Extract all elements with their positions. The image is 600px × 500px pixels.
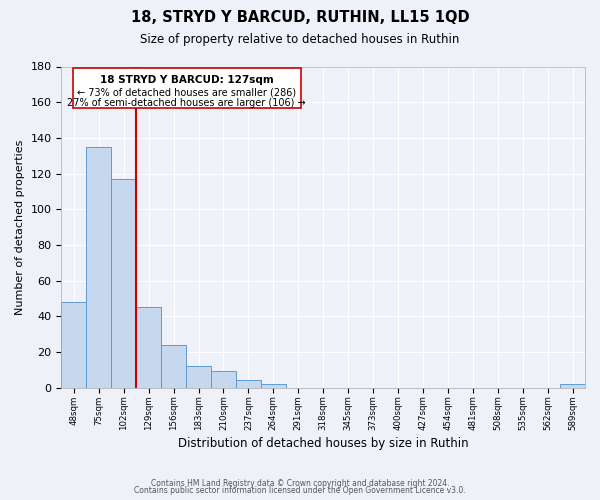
Bar — [211, 372, 236, 388]
Bar — [186, 366, 211, 388]
Bar — [161, 344, 186, 388]
Bar — [236, 380, 261, 388]
Bar — [73, 68, 301, 108]
Text: Contains HM Land Registry data © Crown copyright and database right 2024.: Contains HM Land Registry data © Crown c… — [151, 478, 449, 488]
Text: ← 73% of detached houses are smaller (286): ← 73% of detached houses are smaller (28… — [77, 87, 296, 97]
Bar — [111, 179, 136, 388]
Bar — [560, 384, 585, 388]
Text: Contains public sector information licensed under the Open Government Licence v3: Contains public sector information licen… — [134, 486, 466, 495]
Text: 18, STRYD Y BARCUD, RUTHIN, LL15 1QD: 18, STRYD Y BARCUD, RUTHIN, LL15 1QD — [131, 10, 469, 25]
Bar — [86, 147, 111, 388]
Text: 27% of semi-detached houses are larger (106) →: 27% of semi-detached houses are larger (… — [67, 98, 306, 108]
X-axis label: Distribution of detached houses by size in Ruthin: Distribution of detached houses by size … — [178, 437, 469, 450]
Y-axis label: Number of detached properties: Number of detached properties — [15, 140, 25, 314]
Bar — [261, 384, 286, 388]
Bar — [61, 302, 86, 388]
Bar — [136, 308, 161, 388]
Text: 18 STRYD Y BARCUD: 127sqm: 18 STRYD Y BARCUD: 127sqm — [100, 76, 274, 86]
Text: Size of property relative to detached houses in Ruthin: Size of property relative to detached ho… — [140, 32, 460, 46]
